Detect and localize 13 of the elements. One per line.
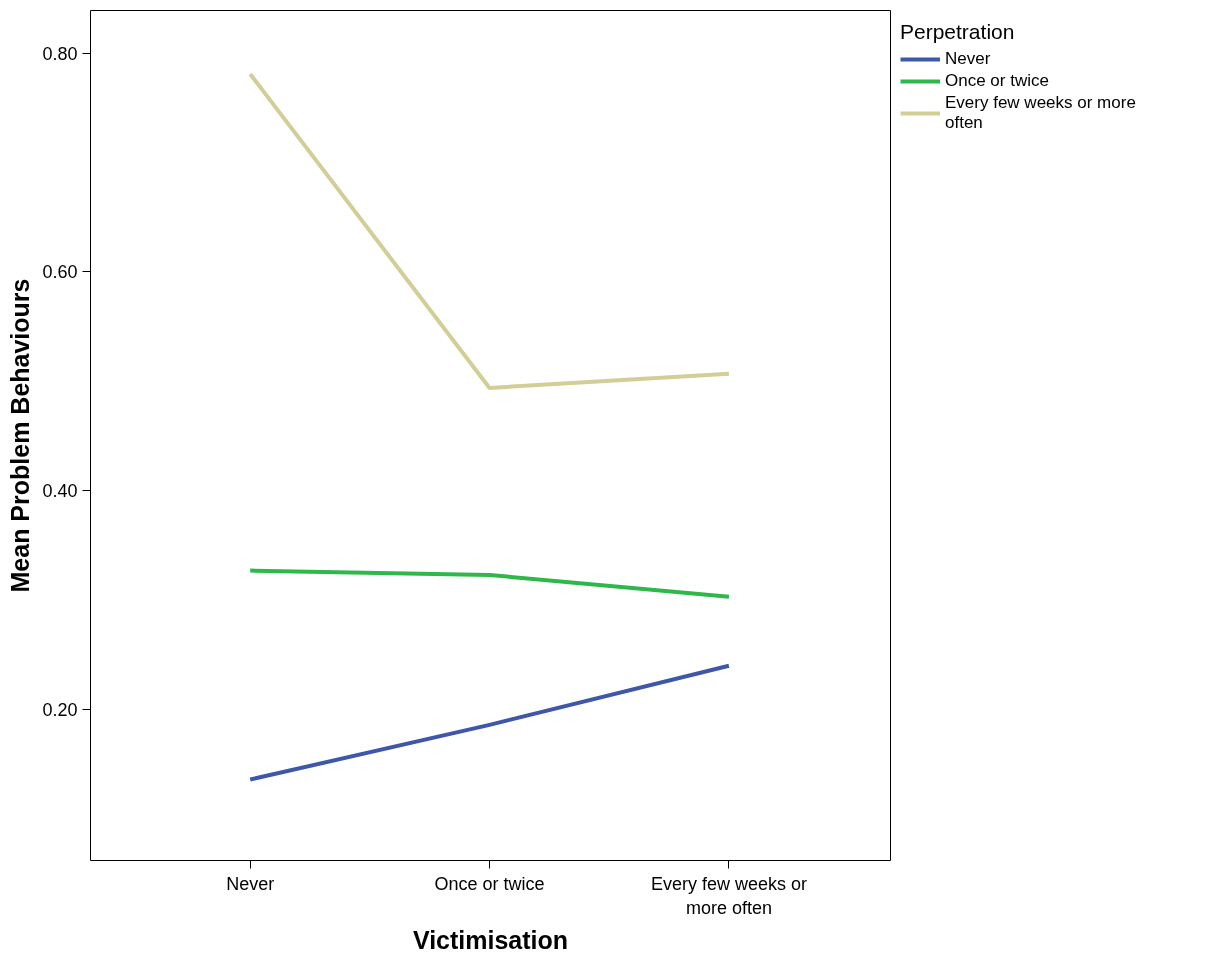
legend-label: Never: [945, 49, 991, 69]
legend-label: Every few weeks or more often: [945, 93, 1136, 133]
x-tick-label: Every few weeks or more often: [650, 873, 807, 918]
x-tick-label: Once or twice: [434, 873, 545, 894]
y-tick-label: 0.80: [42, 43, 78, 64]
legend-title: Perpetration: [900, 20, 1016, 44]
x-axis-title: Victimisation: [412, 925, 569, 954]
y-axis-title: Mean Problem Behaviours: [6, 278, 35, 593]
y-tick-label: 0.40: [42, 481, 78, 502]
x-tick-label: Never: [226, 873, 275, 894]
y-tick-label: 0.60: [42, 262, 78, 283]
legend-label: Once or twice: [945, 71, 1049, 91]
y-tick-label: 0.20: [42, 700, 78, 721]
